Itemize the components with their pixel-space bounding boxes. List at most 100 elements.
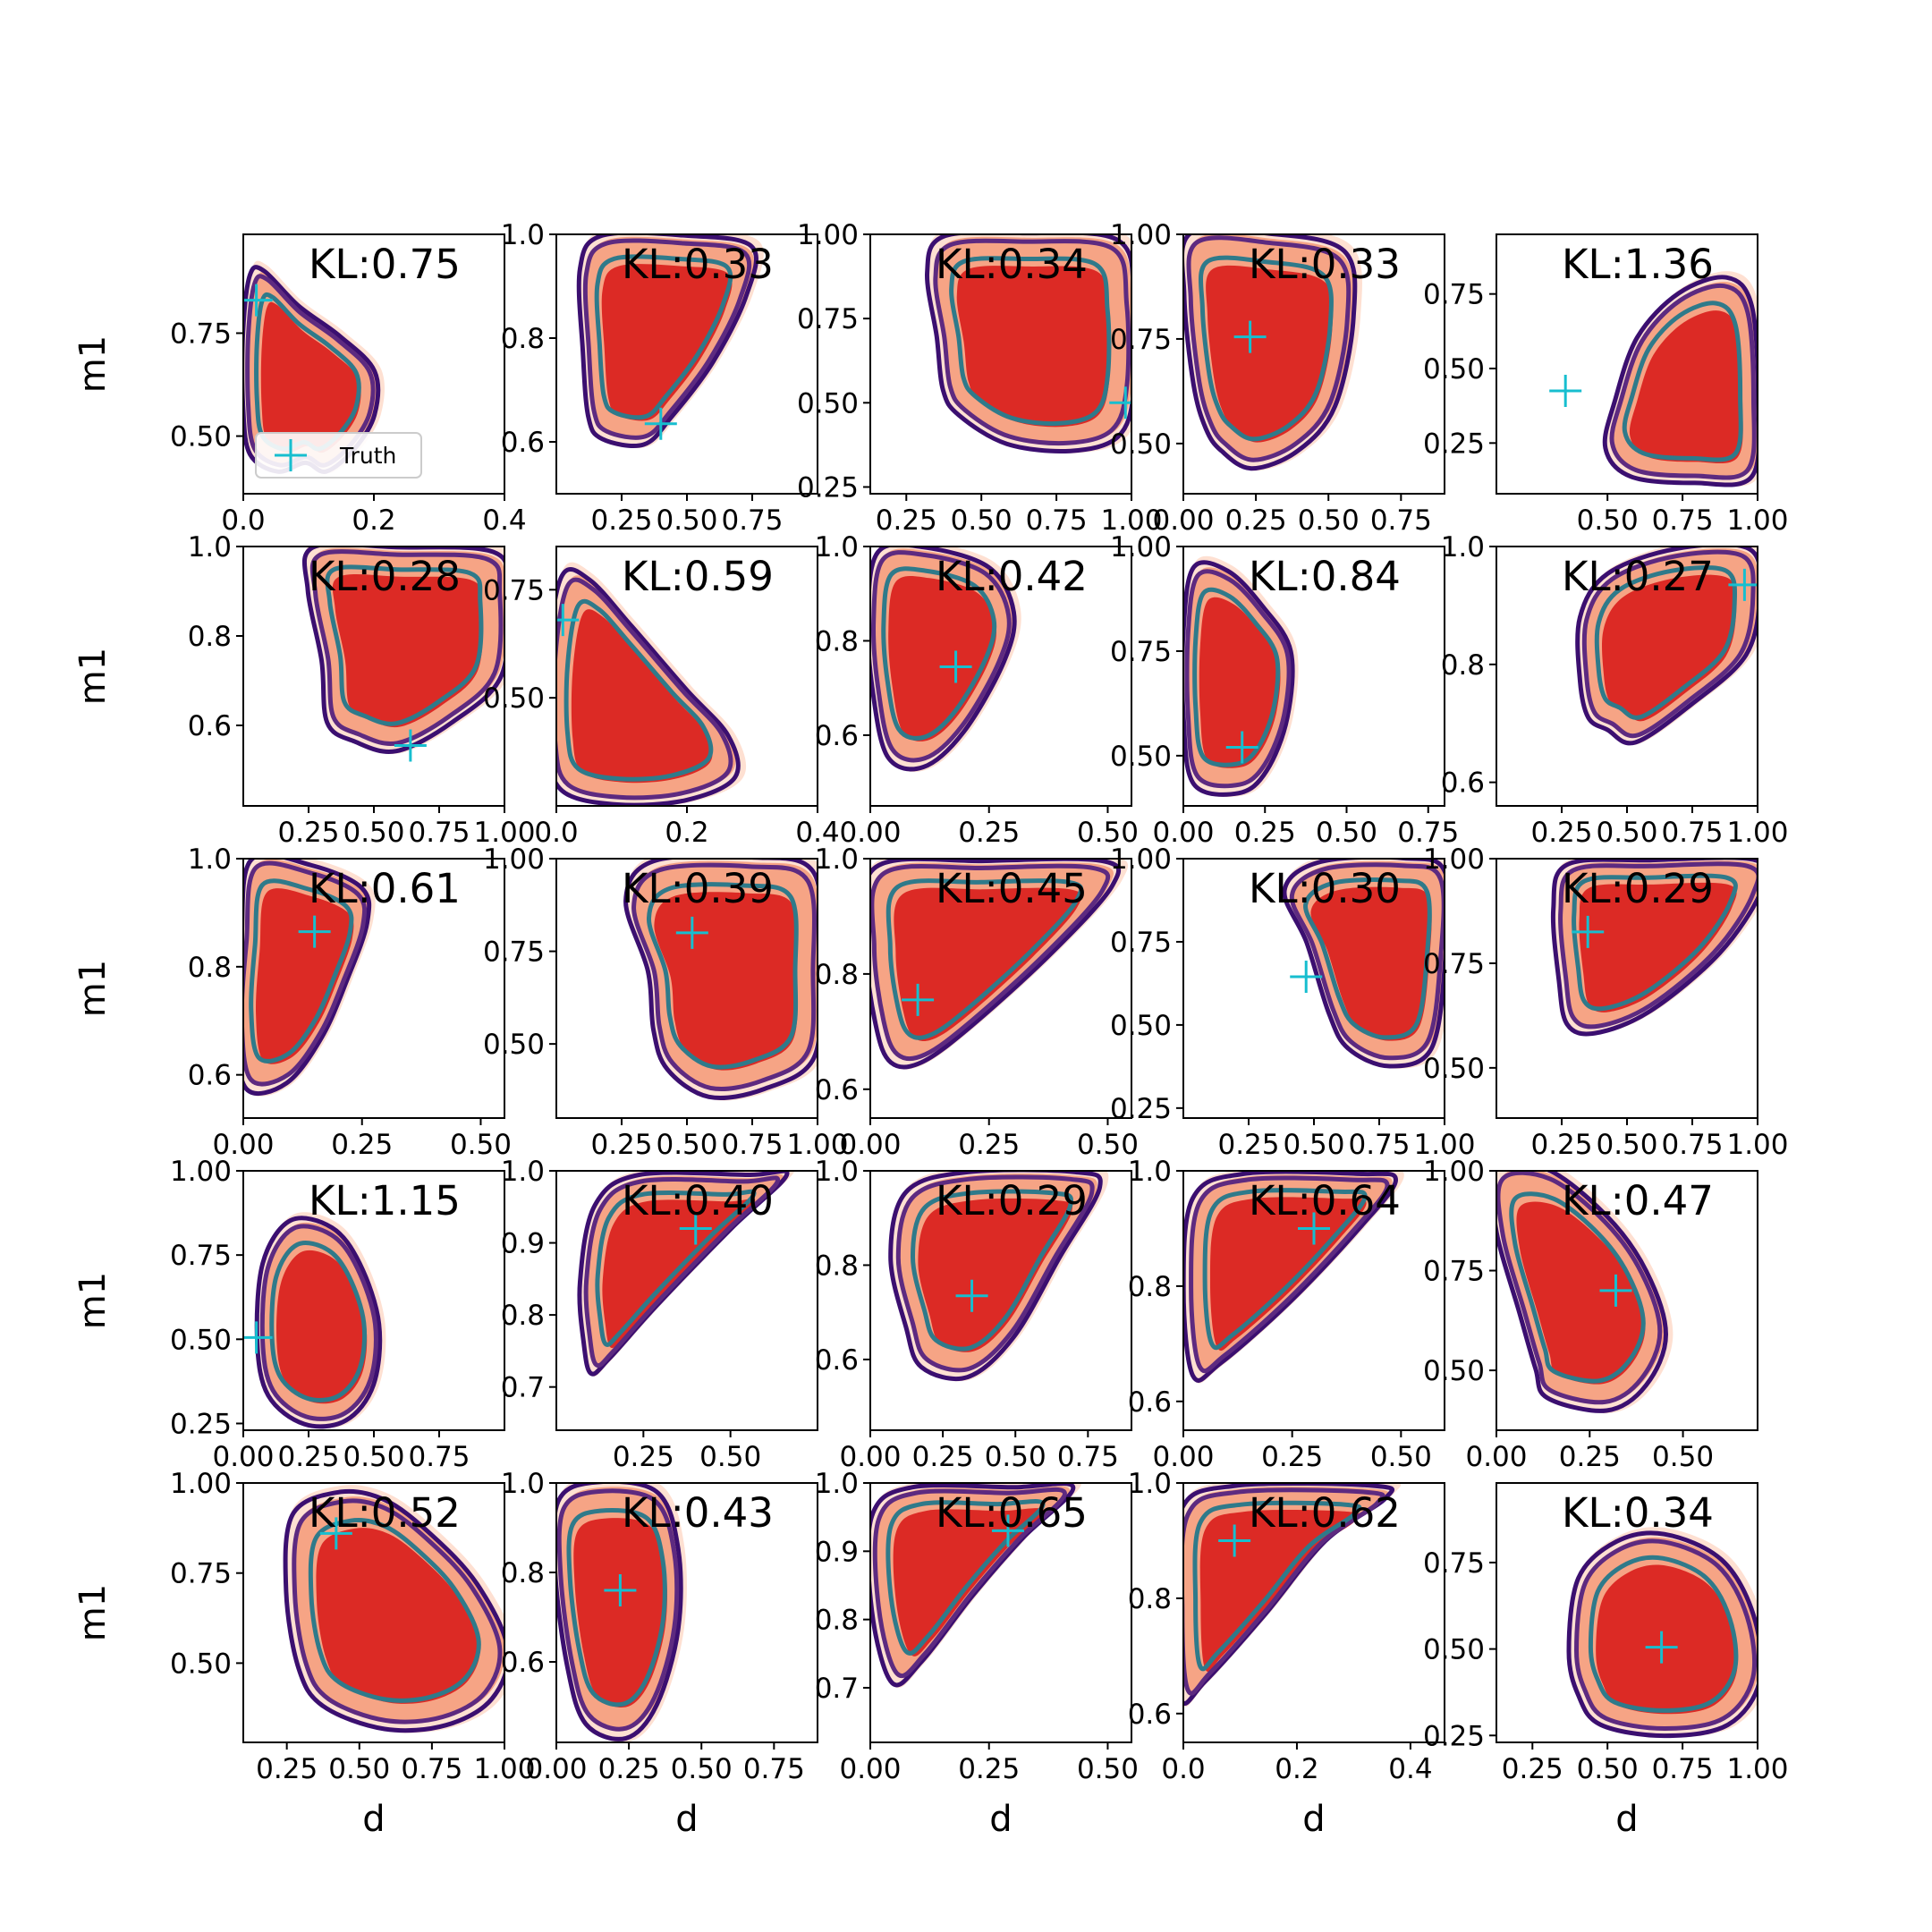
contour-line-mid	[309, 549, 504, 746]
y-tick-label: 0.50	[1110, 741, 1172, 773]
y-tick-label: 0.25	[1110, 1093, 1172, 1125]
contour-line-outer	[1602, 275, 1758, 487]
contour-layers	[1496, 1171, 1674, 1414]
density-fill-core	[332, 574, 483, 728]
truth-marker	[1549, 375, 1582, 407]
y-tick-label: 1.00	[170, 1468, 232, 1500]
x-tick-label: 0.25	[590, 504, 652, 537]
x-tick-label: 0.25	[912, 1441, 974, 1473]
subplot-20: 0.00 0.25 0.50 0.50 0.75 1.00 KL:0.47	[1423, 1156, 1758, 1473]
x-axis-label: d	[362, 1799, 385, 1840]
x-tick-label: 0.00	[839, 1441, 901, 1473]
axes-frame	[555, 1482, 818, 1743]
truth-marker	[394, 729, 427, 762]
y-tick-label: 0.50	[483, 682, 545, 715]
y-tick-label: 0.25	[797, 471, 859, 504]
x-tick-label: 0.25	[1530, 817, 1592, 849]
subplot-21: 0.25 0.50 0.75 1.00 0.50 0.75 1.00 KL:0.52 m1 d	[72, 1468, 536, 1840]
y-tick-label: 1.0	[1441, 531, 1485, 564]
kl-divergence-label: KL:0.75	[309, 241, 461, 288]
x-tick-label: 0.50	[699, 1441, 761, 1473]
contour-line-mid	[1581, 549, 1756, 739]
subplot-10: 0.25 0.50 0.75 1.00 0.6 0.8 1.0 KL:0.27	[1441, 531, 1789, 849]
y-tick-label: 0.75	[170, 1558, 232, 1590]
y-tick-label: 0.75	[1110, 324, 1172, 356]
x-tick-label: 0.75	[1057, 1441, 1119, 1473]
contour-line-mid	[556, 577, 733, 801]
contour-layers	[623, 859, 818, 1101]
x-tick-label: 0.4	[482, 504, 526, 537]
contour-line-mid	[1558, 861, 1758, 1030]
x-tick-label: 0.50	[1283, 1129, 1344, 1161]
x-tick-label: 0.75	[743, 1753, 805, 1785]
y-tick-label: 0.50	[483, 1029, 545, 1061]
y-tick-label: 0.50	[170, 1648, 232, 1680]
x-tick-label: 0.4	[795, 817, 839, 849]
x-tick-label: 0.75	[721, 504, 783, 537]
y-tick-label: 0.6	[815, 720, 859, 752]
x-tick-label: 0.00	[1465, 1441, 1527, 1473]
x-tick-label: 0.50	[1077, 1129, 1139, 1161]
y-axis-label: m1	[72, 1272, 114, 1329]
x-tick-label: 0.75	[1370, 504, 1432, 537]
y-tick-label: 0.75	[1423, 1256, 1485, 1288]
density-fill-core	[1602, 574, 1737, 722]
contour-line-mid	[870, 863, 1111, 1062]
x-tick-label: 0.50	[450, 1129, 512, 1161]
density-fill-core	[573, 1518, 667, 1708]
axes-frame	[1182, 1170, 1445, 1431]
x-tick-label: 0.75	[401, 1753, 462, 1785]
y-tick-label: 0.6	[501, 427, 545, 459]
x-tick-label: 0.25	[958, 1129, 1020, 1161]
contour-layers	[1183, 234, 1362, 471]
axes-frame	[242, 858, 505, 1119]
contour-line-mid	[292, 1498, 503, 1724]
y-tick-label: 0.6	[1128, 1699, 1172, 1731]
contour-layers	[1183, 555, 1299, 798]
x-tick-label: 0.25	[1225, 504, 1287, 537]
subplot-13: 0.00 0.25 0.50 0.6 0.8 1.0 KL:0.45	[815, 843, 1139, 1161]
y-tick-label: 0.8	[501, 323, 545, 355]
density-fill-core	[316, 1528, 480, 1704]
x-axis-label: d	[675, 1799, 698, 1840]
x-tick-label: 0.75	[408, 817, 470, 849]
y-tick-label: 1.0	[815, 1468, 859, 1500]
y-tick-label: 0.6	[188, 1060, 232, 1092]
y-tick-label: 0.25	[170, 1408, 232, 1440]
x-tick-label: 1.00	[786, 1129, 848, 1161]
y-tick-label: 0.75	[1423, 948, 1485, 980]
x-tick-label: 0.50	[985, 1441, 1046, 1473]
x-tick-label: 1.00	[1726, 817, 1788, 849]
y-tick-label: 1.00	[797, 219, 859, 251]
contour-line-inner	[886, 878, 1084, 1040]
subplot-6: 0.25 0.50 0.75 1.00 0.6 0.8 1.0 KL:0.28 m1	[72, 531, 536, 849]
truth-marker	[1109, 386, 1131, 419]
density-fill-core	[571, 609, 713, 784]
density-fill-core	[888, 575, 996, 741]
x-tick-label: 0.75	[1026, 504, 1088, 537]
contour-line-outer	[556, 567, 741, 806]
x-tick-label: 0.50	[656, 504, 717, 537]
axes-frame	[1182, 546, 1445, 807]
x-tick-label: 0.50	[1370, 1441, 1432, 1473]
density-fill-core	[1579, 882, 1737, 1013]
kl-divergence-label: KL:0.34	[1562, 1489, 1714, 1537]
x-tick-label: 1.00	[473, 817, 535, 849]
contour-line-mid	[895, 1174, 1095, 1373]
x-axis-label: d	[1615, 1799, 1638, 1840]
x-tick-label: 0.25	[1217, 1129, 1279, 1161]
y-tick-label: 0.75	[483, 936, 545, 969]
x-tick-label: 0.25	[277, 1441, 339, 1473]
density-fill-core	[1516, 1201, 1646, 1385]
y-tick-label: 0.50	[1110, 428, 1172, 461]
x-tick-label: 0.25	[1502, 1753, 1563, 1785]
y-tick-label: 0.8	[815, 625, 859, 657]
contour-line-outer	[283, 1488, 504, 1733]
x-tick-label: 0.00	[1152, 1441, 1214, 1473]
subplot-3: 0.25 0.50 0.75 1.00 0.25 0.50 0.75 1.00 KL:0.34	[797, 219, 1163, 537]
contour-line-outer	[925, 234, 1131, 453]
x-tick-label: 0.50	[328, 1753, 390, 1785]
y-tick-label: 1.0	[501, 219, 545, 251]
contour-line-mid	[1189, 1175, 1390, 1374]
